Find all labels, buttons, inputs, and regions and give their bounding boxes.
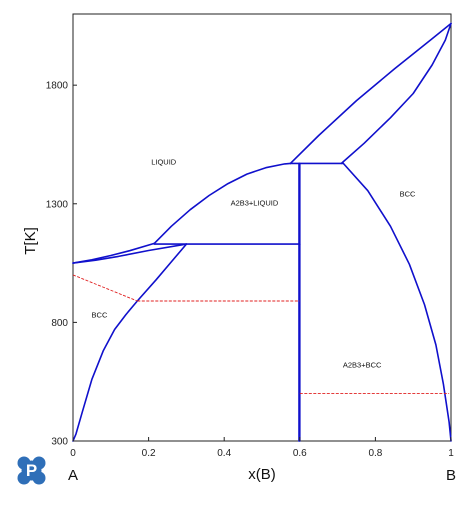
x-tick-label-5: 1 [448,448,454,459]
phase-boundary-6 [72,243,188,442]
x-tick-label-2: 0.4 [217,448,231,459]
x-axis-title: x(B) [248,466,276,483]
series-layer [72,22,452,442]
phase-boundary-2 [153,162,292,245]
phase-boundary-3 [289,22,452,165]
region-label-4: A2B3+BCC [343,360,382,369]
x-tick-label-1: 0.2 [142,448,156,459]
phase-boundary-5 [342,162,452,442]
region-label-layer: LIQUID A2B3+LIQUID BCC BCC A2B3+BCC [92,158,416,370]
tie-line-11 [72,274,138,302]
plot-frame [72,13,452,442]
y-tick-label-1: 800 [51,318,68,329]
component-label-left: A [68,467,78,484]
pandat-logo-icon: P [17,456,46,485]
region-label-2: BCC [400,190,416,199]
phase-boundary-1 [72,243,188,264]
region-label-0: LIQUID [151,158,177,167]
y-axis-title: T[K] [22,227,39,255]
y-tick-label-3: 1800 [46,81,69,92]
y-tick-label-2: 1300 [46,199,69,210]
region-label-3: BCC [92,311,108,320]
x-tick-label-0: 0 [70,448,76,459]
phase-boundary-4 [340,22,452,165]
x-tick-label-3: 0.6 [293,448,307,459]
phase-boundary-0 [72,242,156,264]
plot-border [72,13,452,442]
region-label-1: A2B3+LIQUID [231,198,279,207]
x-tick-label-4: 0.8 [368,448,382,459]
y-tick-label-0: 300 [51,437,68,448]
component-label-right: B [446,467,456,484]
logo-letter: P [26,461,37,480]
